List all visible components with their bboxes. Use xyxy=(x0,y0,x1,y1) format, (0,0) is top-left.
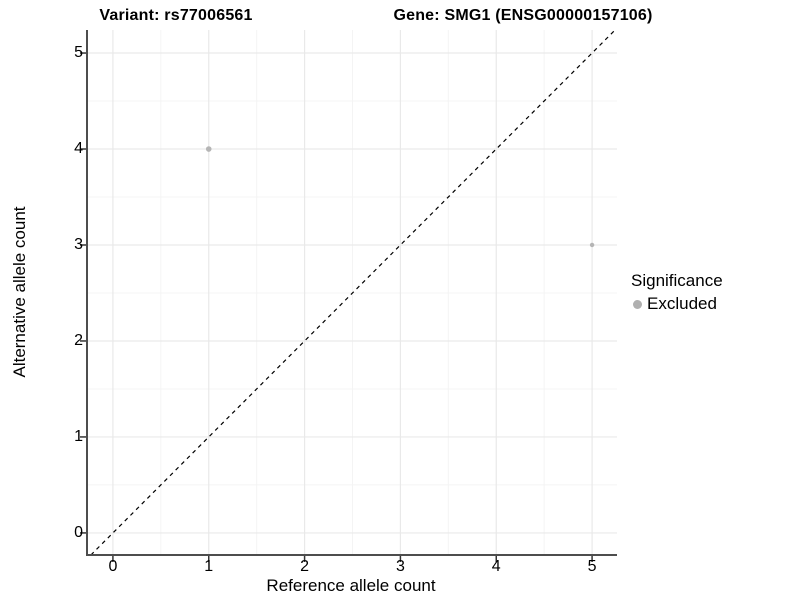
x-tick-label: 2 xyxy=(300,558,310,575)
x-tick-label: 3 xyxy=(395,558,405,575)
identity-line xyxy=(90,29,616,556)
y-axis-title: Alternative allele count xyxy=(10,206,29,378)
x-tick-label: 4 xyxy=(491,558,501,575)
legend-item-label: Excluded xyxy=(647,294,717,313)
data-point xyxy=(589,242,595,248)
legend-item-excluded: Excluded xyxy=(629,294,723,314)
plot-title-gene: Gene: SMG1 (ENSG00000157106) xyxy=(393,7,653,24)
y-tick-label: 1 xyxy=(74,427,83,445)
y-tick-label: 4 xyxy=(74,140,83,157)
y-tick-label: 5 xyxy=(74,44,83,62)
y-tick-label: 2 xyxy=(74,331,83,349)
legend-title: Significance xyxy=(631,271,723,290)
x-tick-label: 1 xyxy=(204,558,214,575)
excluded-point-icon xyxy=(633,299,642,309)
plot-title-variant: Variant: rs77006561 xyxy=(99,7,253,24)
legend: Significance Excluded xyxy=(629,271,723,314)
x-axis-title: Reference allele count xyxy=(266,576,436,595)
y-tick-label: 3 xyxy=(74,235,83,253)
y-tick-label: 0 xyxy=(74,523,83,541)
data-point xyxy=(205,146,212,152)
x-tick-label: 5 xyxy=(587,558,597,575)
x-tick-label: 0 xyxy=(108,558,118,575)
